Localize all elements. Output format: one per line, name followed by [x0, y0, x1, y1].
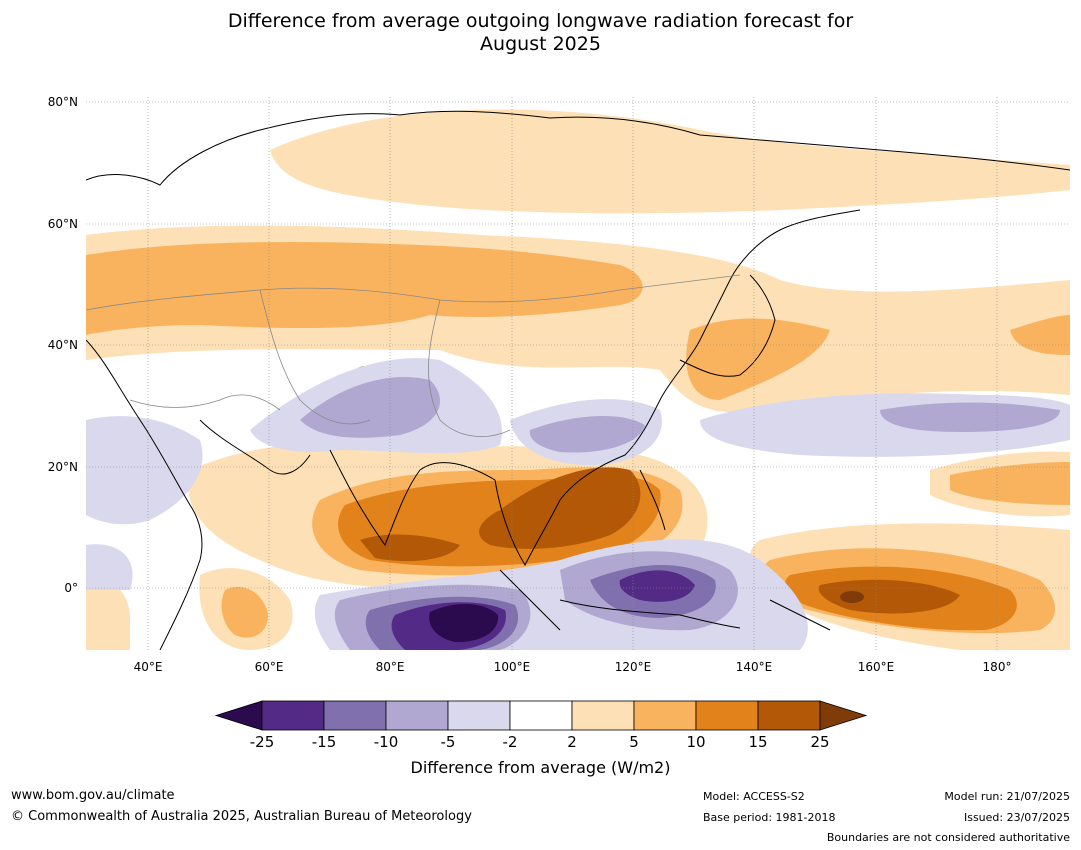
lat-label: 0° [64, 581, 78, 595]
anomaly-north-band [270, 109, 1070, 214]
website-link[interactable]: www.bom.gov.au/climate [11, 788, 175, 803]
lon-label: 100°E [493, 660, 531, 674]
colorbar-swatch [633, 700, 697, 731]
anomaly-central-asia [86, 242, 643, 335]
model-name: Model: ACCESS-S2 [703, 790, 805, 803]
anomaly-south-china-sea [479, 467, 641, 549]
anomaly-africa-west [86, 579, 130, 650]
base-period: Base period: 1981-2018 [703, 811, 836, 824]
anomaly-pacific-moderate [880, 402, 1060, 432]
colorbar-swatch [695, 700, 759, 731]
anomaly-arabian-sea-core [221, 586, 268, 638]
colorbar-swatch [447, 700, 511, 731]
lat-label: 80°N [47, 95, 78, 109]
colorbar-label: Difference from average (W/m2) [410, 758, 671, 777]
colorbar-swatch [757, 700, 821, 731]
anomaly-himalaya-moderate [300, 376, 440, 438]
colorbar-tick-label: -15 [311, 733, 337, 751]
lon-label: 40°E [133, 660, 163, 674]
anomaly-indonesia-very-strong [619, 570, 695, 602]
colorbar-tick-label: -5 [440, 733, 456, 751]
boundaries-disclaimer: Boundaries are not considered authoritat… [826, 831, 1070, 844]
lon-label: 180° [982, 660, 1012, 674]
colorbar-tick-label: -10 [373, 733, 399, 751]
colorbar-low-extension [214, 700, 263, 731]
lat-label: 20°N [47, 460, 78, 474]
colorbar-tick-label: -2 [502, 733, 518, 751]
anomaly-japan [686, 318, 830, 400]
copyright-text: © Commonwealth of Australia 2025, Austra… [11, 809, 472, 824]
coastlines [86, 110, 1070, 650]
lon-label: 160°E [857, 660, 895, 674]
anomaly-bengal-core [360, 534, 460, 562]
graticule [86, 97, 1070, 650]
anomaly-pacific-peak [840, 591, 864, 603]
anomaly-fields [86, 109, 1070, 650]
colorbar-swatch [571, 700, 635, 731]
colorbar-tick-label: 2 [567, 733, 577, 751]
colorbar-swatch [261, 700, 325, 731]
issued-date: Issued: 23/07/2025 [963, 811, 1070, 824]
lon-label: 140°E [735, 660, 773, 674]
colorbar-tick-label: 5 [629, 733, 639, 751]
lat-label: 60°N [47, 217, 78, 231]
colorbar-swatch [385, 700, 449, 731]
colorbar-tick-label: -25 [249, 733, 275, 751]
colorbar-swatch [509, 700, 573, 731]
lon-label: 60°E [254, 660, 284, 674]
anomaly-china-moderate [529, 415, 645, 453]
lon-label: 120°E [614, 660, 652, 674]
colorbar-tick-label: 10 [686, 733, 706, 751]
chart-title: Difference from average outgoing longwav… [0, 10, 1081, 56]
anomaly-arabia-negative [86, 416, 203, 525]
title-line-1: Difference from average outgoing longwav… [227, 10, 854, 32]
colorbar-swatch [323, 700, 387, 731]
anomaly-pacific-mid [950, 462, 1070, 505]
model-run-date: Model run: 21/07/2025 [944, 790, 1070, 803]
country-borders [86, 274, 741, 437]
lat-label: 40°N [47, 338, 78, 352]
anomaly-indian-ocean-extreme [429, 604, 499, 643]
anomaly-maritime-negative [86, 544, 133, 590]
title-line-2: August 2025 [480, 33, 601, 55]
colorbar-tick-label: 15 [748, 733, 768, 751]
lon-label: 80°E [375, 660, 405, 674]
colorbar-swatches [214, 700, 868, 731]
colorbar-high-extension [819, 700, 868, 731]
forecast-map [86, 97, 1070, 650]
colorbar-tick-label: 25 [810, 733, 830, 751]
